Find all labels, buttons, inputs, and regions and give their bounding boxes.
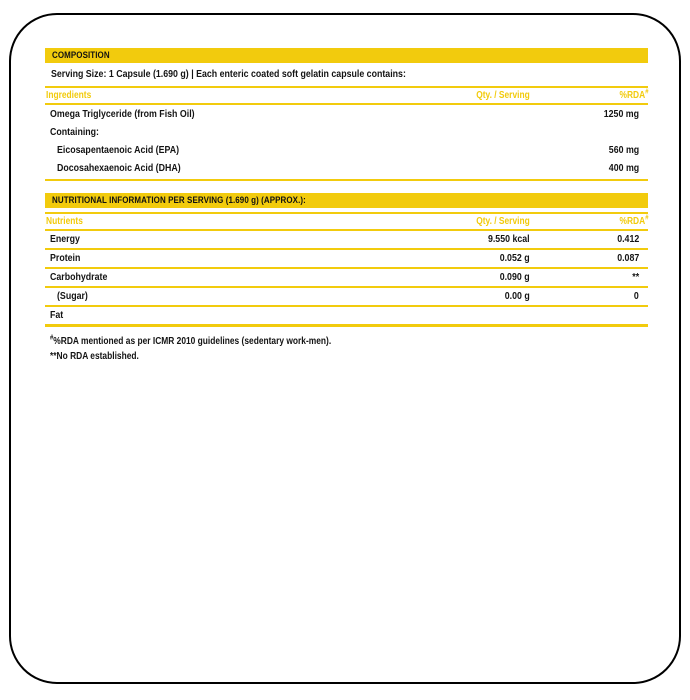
nutrition-title: NUTRITIONAL INFORMATION PER SERVING (1.6… (52, 195, 306, 206)
composition-header-bar: COMPOSITION (45, 48, 648, 63)
table-row-epa: Eicosapentaenoic Acid (EPA) 560 mg (57, 144, 639, 156)
composition-table-header: Ingredients Qty. / Serving %RDA# (45, 86, 648, 105)
table-row-protein: Protein 0.052 g 0.087 (45, 250, 648, 269)
rda-column-header: %RDA# (619, 214, 648, 227)
qty-serving-column-header: Qty. / Serving (476, 90, 530, 101)
composition-title: COMPOSITION (52, 50, 110, 61)
rda-footnote-mark: # (644, 88, 648, 96)
nutrition-header-bar: NUTRITIONAL INFORMATION PER SERVING (1.6… (45, 193, 648, 208)
nutrients-column-header: Nutrients (46, 216, 83, 227)
table-row-carbohydrate: Carbohydrate 0.090 g ** (45, 269, 648, 288)
qty-serving-column-header: Qty. / Serving (476, 216, 530, 227)
table-row-sugar: (Sugar) 0.00 g 0 (45, 288, 648, 307)
composition-table: Ingredients Qty. / Serving %RDA# Omega T… (45, 86, 648, 181)
supplement-label-card: COMPOSITION Serving Size: 1 Capsule (1.6… (9, 13, 681, 684)
rda-column-header: %RDA# (619, 88, 648, 101)
table-row-dha: Docosahexaenoic Acid (DHA) 400 mg (57, 162, 639, 174)
footnote-no-rda: **No RDA established. (50, 351, 139, 362)
table-row-fat: Fat (45, 307, 648, 327)
serving-size-text: Serving Size: 1 Capsule (1.690 g) | Each… (51, 68, 406, 80)
ingredients-column-header: Ingredients (46, 90, 92, 101)
nutrition-table: Nutrients Qty. / Serving %RDA# Energy 9.… (45, 212, 648, 327)
table-row-energy: Energy 9.550 kcal 0.412 (45, 231, 648, 250)
footnotes: #%RDA mentioned as per ICMR 2010 guideli… (45, 334, 648, 364)
footnote-rda-guidelines: #%RDA mentioned as per ICMR 2010 guideli… (50, 334, 332, 347)
rda-footnote-mark: # (644, 214, 648, 222)
label-content: COMPOSITION Serving Size: 1 Capsule (1.6… (11, 15, 679, 364)
serving-size-line: Serving Size: 1 Capsule (1.690 g) | Each… (45, 66, 648, 82)
nutrition-table-header: Nutrients Qty. / Serving %RDA# (45, 212, 648, 231)
table-row-omega-triglyceride: Omega Triglyceride (from Fish Oil) 1250 … (50, 108, 639, 120)
table-row-containing: Containing: (50, 126, 99, 138)
